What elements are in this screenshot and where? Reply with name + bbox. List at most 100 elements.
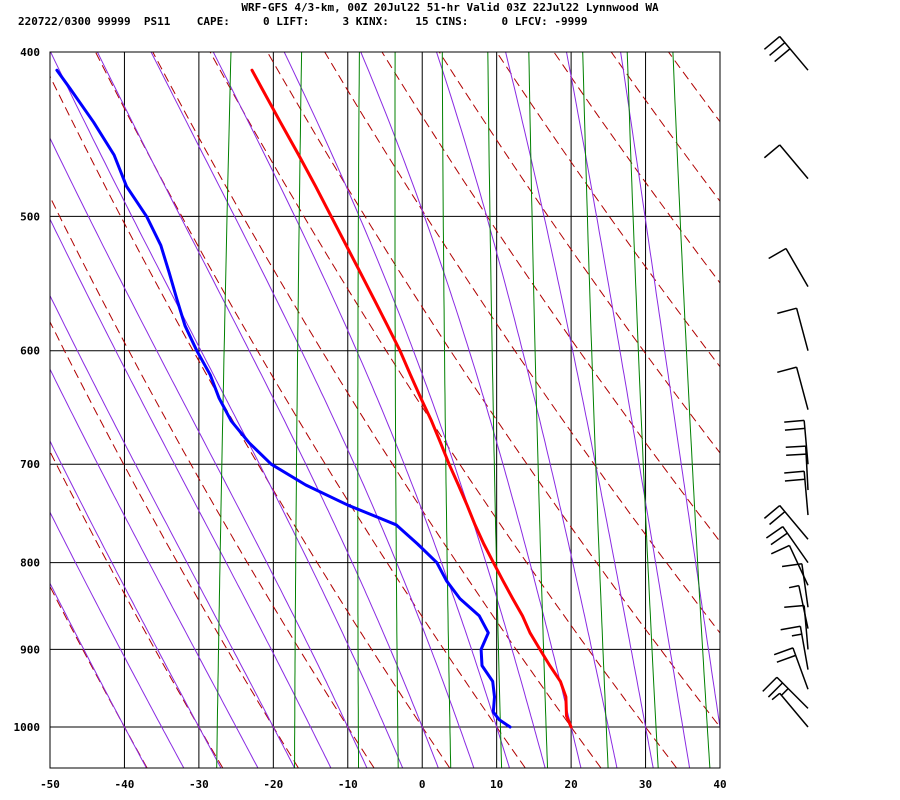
moist-adiabat xyxy=(50,439,222,768)
sounding-traces xyxy=(55,68,573,729)
temperature-tick-label: -30 xyxy=(189,778,209,791)
wind-barb xyxy=(768,247,809,287)
pressure-tick-label: 1000 xyxy=(14,721,41,734)
moist-adiabat xyxy=(50,368,259,768)
wind-barb-feather xyxy=(773,647,794,656)
wind-barb-feather xyxy=(762,676,778,692)
wind-barb-shaft xyxy=(776,676,809,709)
moist-adiabat xyxy=(50,218,332,768)
wind-barb-feather xyxy=(784,470,805,474)
wind-barb-feather xyxy=(771,692,781,701)
wind-barb-feather xyxy=(788,584,800,589)
wind-barb xyxy=(771,692,809,728)
moist-adiabat xyxy=(150,52,475,768)
wind-barb-feather xyxy=(768,247,787,260)
wind-barb-shaft xyxy=(792,647,809,690)
dry-adiabat xyxy=(783,52,900,768)
dry-adiabat xyxy=(324,52,720,634)
dry-adiabat xyxy=(496,52,720,368)
moist-adiabat xyxy=(50,52,404,768)
wind-barb-shaft xyxy=(785,248,809,287)
temperature-tick-label: 10 xyxy=(490,778,503,791)
wind-barb xyxy=(763,35,809,71)
mixing-ratio-line xyxy=(582,52,609,768)
wind-barb-feather xyxy=(769,511,786,526)
wind-barb-shaft xyxy=(779,144,809,180)
moist-adiabat xyxy=(50,582,147,768)
temperature-tick-label: 20 xyxy=(564,778,577,791)
temperature-tick-label: -20 xyxy=(263,778,283,791)
mixing-ratio-line xyxy=(626,52,659,768)
mixing-ratio-line xyxy=(672,52,711,768)
wind-barb-shaft xyxy=(803,471,809,516)
pressure-tick-label: 500 xyxy=(20,210,40,223)
background-lines xyxy=(50,52,900,768)
mixing-ratio-line xyxy=(357,52,360,768)
chart-title: WRF-GFS 4/3-km, 00Z 20Jul22 51-hr Valid … xyxy=(241,1,659,14)
wind-barb xyxy=(762,676,809,709)
moist-adiabat xyxy=(436,52,618,768)
wind-barb-feather xyxy=(776,654,796,663)
mixing-ratio-line xyxy=(441,52,452,768)
wind-barb-shaft xyxy=(779,692,809,728)
mixing-ratio-line xyxy=(487,52,503,768)
wind-barb-feather xyxy=(785,445,806,448)
pressure-tick-label: 400 xyxy=(20,46,40,59)
wind-barb-feather xyxy=(763,504,781,519)
dry-adiabat xyxy=(50,195,375,768)
wind-barb xyxy=(763,144,809,180)
wind-barb xyxy=(765,525,809,564)
mixing-ratio-line xyxy=(216,52,232,768)
wind-barb xyxy=(781,562,809,608)
wind-barb-feather xyxy=(780,625,801,631)
plot-frame xyxy=(49,51,721,769)
moist-adiabat xyxy=(620,52,720,731)
wind-barb-shaft xyxy=(779,505,809,540)
wind-barb-shaft xyxy=(798,585,809,629)
wind-barb-feather xyxy=(791,633,802,637)
mixing-ratio-line xyxy=(724,52,768,768)
wind-barb-shaft xyxy=(803,420,809,465)
temperature-tick-label: -10 xyxy=(338,778,358,791)
wind-barb-shaft xyxy=(795,366,809,410)
dry-adiabat xyxy=(266,52,720,728)
pressure-tick-label: 800 xyxy=(20,557,40,570)
isobar-isotherm-grid xyxy=(50,51,720,768)
wind-barb xyxy=(773,647,809,690)
dry-adiabat xyxy=(553,52,720,284)
wind-barb-feather xyxy=(763,35,781,50)
pressure-tick-label: 900 xyxy=(20,643,40,656)
moist-adiabat xyxy=(283,52,546,768)
temperature-tick-label: 0 xyxy=(419,778,426,791)
moist-adiabat xyxy=(212,52,510,768)
wind-barb-feather xyxy=(784,478,805,482)
moist-adiabat xyxy=(505,52,654,768)
wind-barbs xyxy=(762,35,809,728)
mixing-ratio-line xyxy=(394,52,399,768)
wind-barb xyxy=(777,366,809,410)
temperature-tick-label: 30 xyxy=(639,778,652,791)
wind-barb-feather xyxy=(784,419,805,423)
axis-tick-labels: 400 500 600 700 800 900 1000 -50 -40 -30 -20 -10 0 10… xyxy=(14,46,727,791)
pressure-tick-label: 700 xyxy=(20,458,40,471)
dry-adiabat xyxy=(209,52,677,768)
dry-adiabat xyxy=(610,52,720,203)
wind-barb-shaft xyxy=(779,36,809,71)
dry-adiabat xyxy=(50,450,224,768)
moist-adiabat xyxy=(50,511,185,768)
dry-adiabat xyxy=(50,75,451,768)
wind-barb-feather xyxy=(769,42,786,57)
dry-adiabat xyxy=(438,52,720,454)
wind-barb-feather xyxy=(767,682,784,698)
wind-barb xyxy=(784,470,809,516)
temperature-tick-label: -40 xyxy=(115,778,135,791)
wind-barb-feather xyxy=(770,532,788,546)
wind-barb xyxy=(770,544,809,586)
dry-adiabat xyxy=(50,320,299,768)
wind-barb-shaft xyxy=(788,545,809,586)
wind-barb xyxy=(784,419,809,465)
dry-adiabat xyxy=(726,52,900,768)
wind-barb-feather xyxy=(765,525,784,539)
wind-barb-feather xyxy=(786,453,807,456)
